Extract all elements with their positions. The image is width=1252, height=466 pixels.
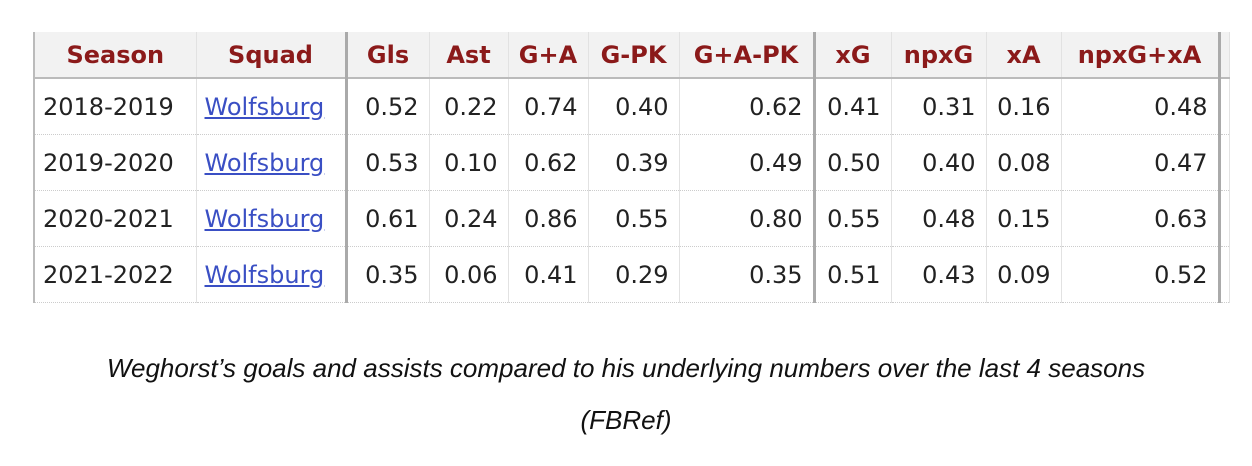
season-cell: 2020-2021: [34, 190, 197, 247]
header-cell: G+A-PK: [679, 32, 816, 79]
table-row: 2021-2022 Wolfsburg 0.35 0.06 0.41 0.29 0.35 0.…: [34, 246, 1230, 303]
squad-cell: Wolfsburg: [196, 246, 348, 303]
stat-cell: 0.22: [429, 78, 509, 135]
stat-cell: 0.08: [986, 134, 1062, 191]
stat-cell: 0.35: [679, 246, 816, 303]
stat-cell: 0.49: [679, 134, 816, 191]
squad-cell: Wolfsburg: [196, 78, 348, 135]
cell: [1219, 190, 1230, 247]
table-row: 2018-2019 Wolfsburg 0.52 0.22 0.74 0.40 0.62 0.…: [34, 78, 1230, 135]
season-cell: 2018-2019: [34, 78, 197, 135]
header-cell: G-PK: [588, 32, 680, 79]
squad-link[interactable]: Wolfsburg: [204, 204, 325, 233]
table-row: 2019-2020 Wolfsburg 0.53 0.10 0.62 0.39 0.49 0.…: [34, 134, 1230, 191]
table-body: 2018-2019 Wolfsburg 0.52 0.22 0.74 0.40 0.62 0.…: [34, 78, 1230, 303]
stat-cell: 0.52: [346, 78, 430, 135]
header-cell: Season: [34, 32, 197, 79]
stats-table: Season Squad Gls Ast G+A G-PK G+A-PK xG npxG xA np…: [33, 32, 1230, 303]
stat-cell: 0.48: [1061, 78, 1221, 135]
stat-cell: 0.50: [814, 134, 892, 191]
stat-cell: 0.43: [891, 246, 987, 303]
stat-cell: 0.86: [508, 190, 589, 247]
header-row: Season Squad Gls Ast G+A G-PK G+A-PK xG npxG xA np…: [34, 32, 1230, 79]
stat-cell: 0.06: [429, 246, 509, 303]
season-cell: 2019-2020: [34, 134, 197, 191]
squad-cell: Wolfsburg: [196, 190, 348, 247]
squad-cell: Wolfsburg: [196, 134, 348, 191]
caption-line: (FBRef): [580, 405, 672, 435]
stat-cell: 0.62: [679, 78, 816, 135]
header-cell: xG: [814, 32, 892, 79]
header-cell: npxG+xA: [1061, 32, 1221, 79]
stat-cell: 0.55: [814, 190, 892, 247]
stat-cell: 0.47: [1061, 134, 1221, 191]
cell: [1219, 134, 1230, 191]
stat-cell: 0.15: [986, 190, 1062, 247]
stat-cell: 0.39: [588, 134, 680, 191]
season-cell: 2021-2022: [34, 246, 197, 303]
stat-cell: 0.63: [1061, 190, 1221, 247]
caption: Weghorst’s goals and assists compared to…: [0, 342, 1252, 446]
stat-cell: 0.62: [508, 134, 589, 191]
stat-cell: 0.41: [814, 78, 892, 135]
stat-cell: 0.55: [588, 190, 680, 247]
header-cell: xA: [986, 32, 1062, 79]
squad-link[interactable]: Wolfsburg: [204, 260, 325, 289]
stat-cell: 0.09: [986, 246, 1062, 303]
stat-cell: 0.29: [588, 246, 680, 303]
cell: [1219, 78, 1230, 135]
cell: [1219, 246, 1230, 303]
table-row: 2020-2021 Wolfsburg 0.61 0.24 0.86 0.55 0.80 0.…: [34, 190, 1230, 247]
stat-cell: 0.61: [346, 190, 430, 247]
stat-cell: 0.40: [588, 78, 680, 135]
header-cell: Gls: [346, 32, 430, 79]
squad-link[interactable]: Wolfsburg: [204, 92, 325, 121]
stat-cell: 0.10: [429, 134, 509, 191]
stat-cell: 0.41: [508, 246, 589, 303]
caption-line: Weghorst’s goals and assists compared to…: [106, 353, 1146, 383]
stat-cell: 0.31: [891, 78, 987, 135]
squad-link[interactable]: Wolfsburg: [204, 148, 325, 177]
header-cell: [1219, 32, 1230, 79]
stat-cell: 0.40: [891, 134, 987, 191]
stat-cell: 0.16: [986, 78, 1062, 135]
header-cell: Squad: [196, 32, 348, 79]
header-cell: npxG: [891, 32, 987, 79]
stat-cell: 0.51: [814, 246, 892, 303]
stat-cell: 0.35: [346, 246, 430, 303]
stat-cell: 0.24: [429, 190, 509, 247]
stat-cell: 0.53: [346, 134, 430, 191]
header-cell: Ast: [429, 32, 509, 79]
header-cell: G+A: [508, 32, 589, 79]
stat-cell: 0.48: [891, 190, 987, 247]
stat-cell: 0.80: [679, 190, 816, 247]
stat-cell: 0.74: [508, 78, 589, 135]
stat-cell: 0.52: [1061, 246, 1221, 303]
